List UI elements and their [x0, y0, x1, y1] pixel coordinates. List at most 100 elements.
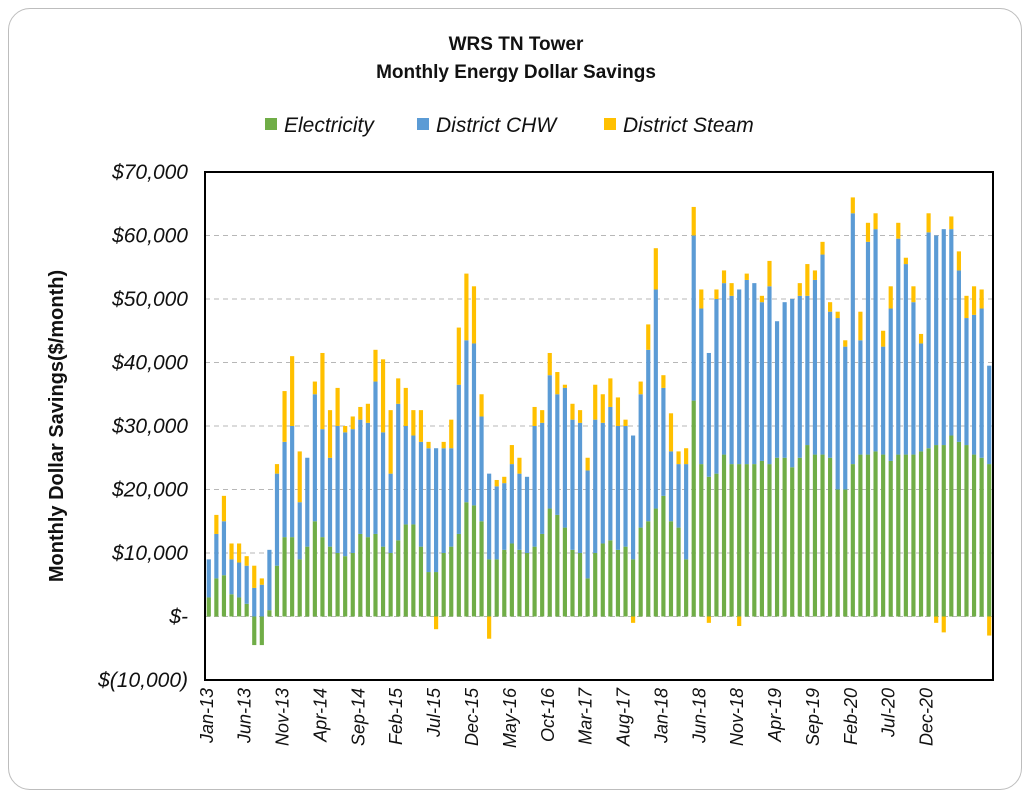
bar-district-steam: [737, 616, 742, 627]
bar-district-steam: [547, 352, 552, 376]
bar-electricity: [691, 400, 696, 617]
bar-district-chw: [274, 473, 280, 566]
bar-electricity: [509, 543, 514, 617]
bar-electricity: [941, 445, 946, 617]
chart-subtitle: Monthly Energy Dollar Savings: [376, 62, 656, 83]
bar-district-steam: [638, 381, 643, 395]
bar-district-steam: [449, 419, 454, 449]
bar-electricity: [365, 537, 370, 617]
bar-district-chw: [206, 559, 211, 598]
bar-district-chw: [471, 343, 477, 506]
bar-district-steam: [358, 406, 363, 420]
bar-district-chw: [358, 419, 363, 534]
bar-electricity: [547, 508, 552, 617]
bar-district-chw: [828, 311, 833, 458]
bar-district-steam: [828, 302, 833, 312]
bar-district-steam: [585, 457, 590, 471]
bar-district-chw: [767, 286, 772, 465]
legend-swatch-district-chw: [417, 118, 429, 130]
bar-district-chw: [244, 565, 249, 604]
bar-district-chw: [517, 473, 522, 550]
bars: [206, 197, 992, 646]
bar-district-chw: [934, 235, 939, 446]
bar-electricity: [282, 537, 287, 617]
bar-electricity: [979, 457, 984, 617]
bar-district-chw: [320, 429, 325, 538]
legend-label-district-steam: District Steam: [623, 114, 754, 137]
x-tick-label: Apr-19: [765, 688, 785, 743]
bar-district-steam: [350, 416, 355, 430]
bar-district-steam: [327, 410, 333, 458]
bar-district-chw: [608, 406, 613, 541]
bar-electricity: [881, 454, 886, 617]
bar-district-steam: [600, 394, 605, 423]
bar-district-chw: [668, 451, 674, 522]
bar-electricity: [479, 521, 484, 617]
bar-electricity: [926, 448, 931, 617]
bar-district-steam: [593, 384, 598, 420]
bar-district-steam: [570, 403, 575, 420]
bar-electricity: [888, 460, 893, 617]
bar-district-chw: [297, 502, 302, 560]
bar-district-chw: [865, 241, 871, 455]
bar-district-chw: [653, 289, 658, 509]
bar-district-steam: [964, 295, 969, 319]
x-tick-label: Nov-13: [273, 688, 293, 746]
bar-electricity: [555, 514, 560, 617]
bar-electricity: [790, 467, 795, 617]
legend: Electricity District CHW District Steam: [265, 114, 754, 137]
bar-district-chw: [524, 476, 530, 553]
bar-electricity: [600, 543, 605, 617]
bar-district-chw: [327, 457, 333, 547]
bar-district-steam: [615, 397, 621, 426]
bar-district-steam: [926, 213, 931, 233]
x-tick-label: Jan-13: [197, 688, 217, 744]
bar-electricity: [229, 594, 234, 617]
bar-district-steam: [471, 286, 477, 344]
bar-district-steam: [888, 286, 893, 309]
bar-electricity: [221, 575, 227, 617]
bar-electricity: [684, 559, 689, 617]
bar-district-chw: [721, 283, 727, 455]
bar-electricity: [676, 527, 681, 617]
bar-electricity: [494, 559, 499, 617]
bar-district-chw: [509, 464, 514, 544]
bar-electricity: [396, 540, 401, 617]
bar-district-chw: [820, 254, 825, 455]
bar-electricity: [297, 559, 302, 617]
bar-district-steam: [464, 273, 469, 341]
bar-district-steam: [290, 356, 295, 426]
bar-electricity: [577, 553, 583, 617]
bar-electricity: [744, 464, 749, 617]
legend-swatch-district-steam: [604, 118, 616, 130]
bar-electricity: [274, 565, 280, 617]
bar-district-chw: [600, 422, 605, 544]
bar-district-chw: [343, 432, 348, 557]
bar-district-chw: [729, 295, 734, 465]
y-tick-label: $70,000: [111, 161, 188, 184]
bar-district-chw: [570, 419, 575, 550]
bar-district-chw: [706, 352, 711, 477]
bar-district-chw: [282, 441, 287, 538]
bar-district-chw: [532, 426, 537, 547]
bar-district-steam: [956, 251, 961, 271]
bar-district-chw: [456, 384, 461, 534]
bar-district-chw: [335, 426, 340, 553]
bar-district-steam: [456, 327, 461, 385]
bar-district-chw: [312, 394, 317, 522]
bar-district-steam: [396, 378, 401, 404]
bar-electricity: [850, 464, 855, 617]
bar-district-chw: [555, 394, 560, 515]
bar-district-steam: [676, 451, 681, 465]
bar-district-chw: [502, 483, 507, 550]
bar-electricity: [312, 521, 317, 617]
bar-electricity: [835, 489, 840, 617]
bar-electricity: [699, 464, 704, 617]
bar-electricity: [585, 578, 590, 617]
x-tick-label: Jul-15: [424, 687, 444, 738]
bar-district-steam: [244, 556, 249, 566]
bar-electricity: [918, 451, 924, 617]
bar-electricity: [388, 553, 393, 617]
bar-district-chw: [896, 238, 901, 455]
